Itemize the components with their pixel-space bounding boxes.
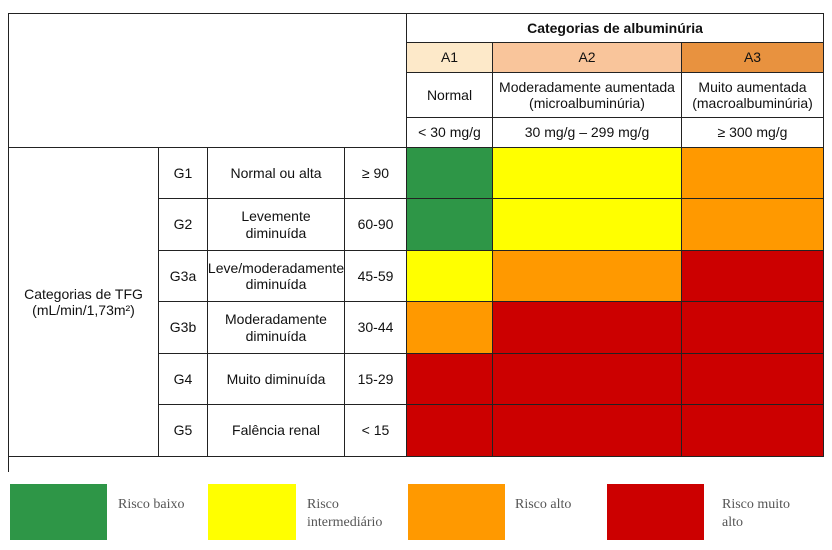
g3b-desc: Moderadamente diminuída [208, 302, 345, 354]
g3b-code: G3b [159, 302, 208, 354]
g5-range: < 15 [345, 405, 407, 457]
g3b-a3-cell [682, 302, 824, 354]
legend-label-very-high: Risco muito alto [722, 497, 791, 531]
g5-code: G5 [159, 405, 208, 457]
legend-label-intermediate: Risco intermediário [307, 497, 383, 531]
a1-code: A1 [407, 43, 493, 73]
table-corner [9, 14, 407, 148]
g2-code: G2 [159, 199, 208, 251]
legend-swatch-high [408, 484, 505, 540]
g4-desc: Muito diminuída [208, 354, 345, 405]
g3b-a2-cell [493, 302, 682, 354]
g4-a1-cell [407, 354, 493, 405]
risk-legend: Risco baixo Risco intermediário Risco al… [0, 484, 832, 540]
a2-desc: Moderadamente aumentada (microalbuminúri… [493, 73, 682, 118]
g1-a3-cell [682, 148, 824, 199]
g4-a2-cell [493, 354, 682, 405]
g3a-a1-cell [407, 251, 493, 302]
g3a-desc: Leve/moderadamente diminuída [208, 251, 345, 302]
g5-a2-cell [493, 405, 682, 457]
g4-code: G4 [159, 354, 208, 405]
a3-desc: Muito aumentada (macroalbuminúria) [682, 73, 824, 118]
g5-desc: Falência renal [208, 405, 345, 457]
a2-range: 30 mg/g – 299 mg/g [493, 118, 682, 148]
g2-range: 60-90 [345, 199, 407, 251]
legend-swatch-intermediate [208, 484, 296, 540]
a3-range: ≥ 300 mg/g [682, 118, 824, 148]
g1-range: ≥ 90 [345, 148, 407, 199]
a1-desc: Normal [407, 73, 493, 118]
g3a-a2-cell [493, 251, 682, 302]
legend-swatch-low [10, 484, 107, 540]
g4-range: 15-29 [345, 354, 407, 405]
tfg-label: Categorias de TFG (mL/min/1,73m²) [9, 148, 159, 457]
g2-desc: Levemente diminuída [208, 199, 345, 251]
g3a-range: 45-59 [345, 251, 407, 302]
g2-a3-cell [682, 199, 824, 251]
legend-label-high: Risco alto [515, 497, 572, 512]
a1-range: < 30 mg/g [407, 118, 493, 148]
legend-swatch-very-high [607, 484, 704, 540]
a3-code: A3 [682, 43, 824, 73]
g1-a1-cell [407, 148, 493, 199]
g1-a2-cell [493, 148, 682, 199]
g2-a2-cell [493, 199, 682, 251]
a2-code: A2 [493, 43, 682, 73]
g5-a3-cell [682, 405, 824, 457]
g3a-code: G3a [159, 251, 208, 302]
g3a-a3-cell [682, 251, 824, 302]
g1-desc: Normal ou alta [208, 148, 345, 199]
risk-table: Categorias de albuminúria A1 A2 A3 Norma… [8, 13, 824, 472]
legend-label-low: Risco baixo [118, 497, 185, 512]
g4-a3-cell [682, 354, 824, 405]
g3b-a1-cell [407, 302, 493, 354]
g1-code: G1 [159, 148, 208, 199]
g5-a1-cell [407, 405, 493, 457]
g2-a1-cell [407, 199, 493, 251]
albuminuria-title: Categorias de albuminúria [407, 14, 824, 43]
g3b-range: 30-44 [345, 302, 407, 354]
